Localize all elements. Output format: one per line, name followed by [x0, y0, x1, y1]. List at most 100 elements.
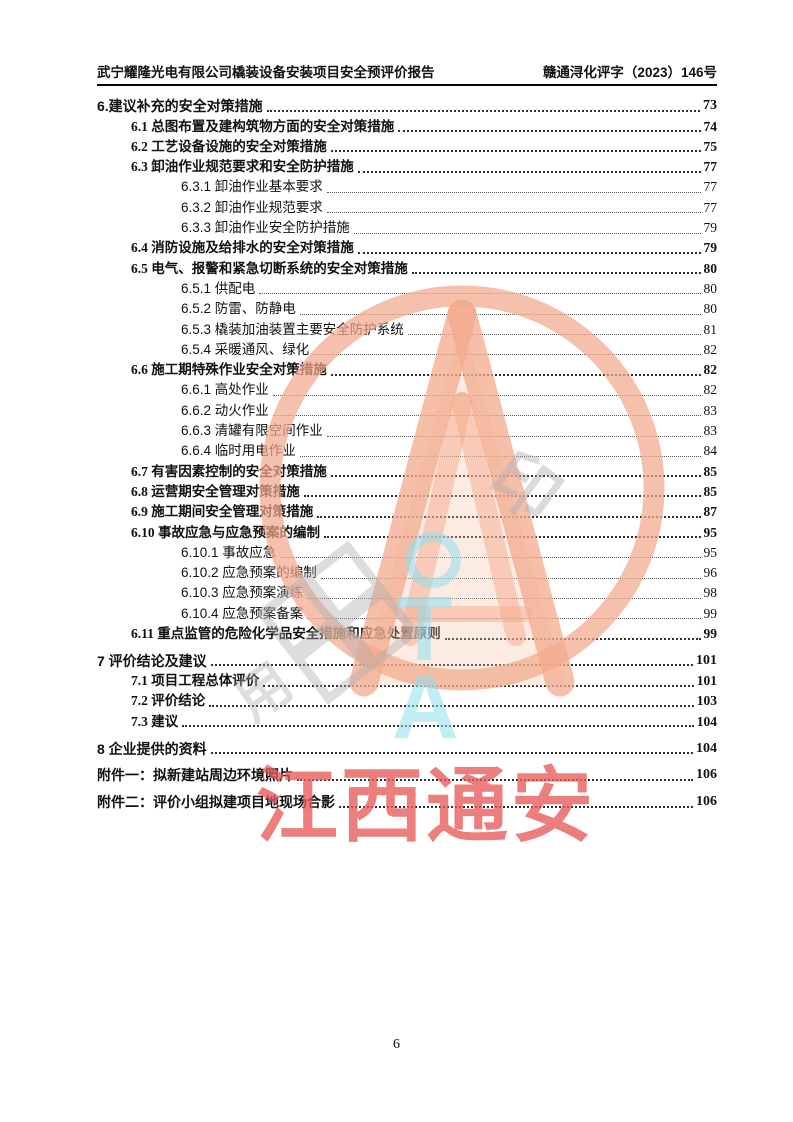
- dot-leader: [299, 313, 701, 315]
- toc-entry: 6.6 施工期特殊作业安全对策措施 82: [97, 359, 717, 379]
- dot-leader: [320, 577, 701, 579]
- toc-entry-label: 6.10.3 应急预案演练: [181, 585, 304, 601]
- toc-entry-label: 6.10.2 应急预案的编制: [181, 565, 317, 581]
- toc-entry-page: 77: [703, 199, 718, 215]
- toc-entry: 6.3.3 卸油作业安全防护措施 79: [97, 217, 717, 237]
- dot-leader: [330, 475, 701, 478]
- toc-entry: 6.10.4 应急预案备案 99: [97, 602, 717, 622]
- toc-entry-label: 6.2 工艺设备设施的安全对策措施: [131, 138, 327, 154]
- dot-leader: [299, 455, 701, 457]
- toc-entry: 7.1 项目工程总体评价 101: [97, 670, 717, 690]
- toc-entry-label: 8 企业提供的资料: [97, 740, 207, 757]
- toc-entry: 6.3.1 卸油作业基本要求 77: [97, 176, 717, 196]
- toc-entry-page: 87: [703, 504, 718, 520]
- dot-leader: [272, 394, 701, 396]
- toc-entry-label: 6.5.1 供配电: [181, 280, 256, 296]
- toc-entry-page: 96: [703, 565, 718, 581]
- toc-entry: 6.5.2 防雷、防静电 80: [97, 298, 717, 318]
- toc-entry-label: 6.6.3 清罐有限空间作业: [181, 423, 323, 439]
- dot-leader: [324, 536, 701, 539]
- toc-entry-label: 7.1 项目工程总体评价: [131, 673, 260, 689]
- dot-leader: [353, 232, 701, 234]
- toc-entry-label: 7.3 建议: [131, 713, 179, 729]
- page-number: 6: [393, 1037, 400, 1052]
- toc-entry: 6.4 消防设施及给排水的安全对策措施 79: [97, 237, 717, 257]
- dot-leader: [317, 515, 701, 518]
- dot-leader: [307, 597, 701, 599]
- toc-entry: 6.6.2 动火作业 83: [97, 399, 717, 419]
- dot-leader: [307, 618, 701, 620]
- toc-entry-page: 73: [703, 98, 717, 114]
- header-divider: [97, 84, 717, 86]
- toc-entry-page: 79: [703, 220, 718, 236]
- toc-entry-label: 6.10 事故应急与应急预案的编制: [131, 524, 320, 540]
- dot-leader: [357, 251, 701, 254]
- header-doc-number: 赣通浔化评字（2023）146号: [542, 65, 717, 80]
- toc-entry-label: 6.3.2 卸油作业规范要求: [181, 199, 323, 215]
- toc-entry-page: 83: [703, 423, 718, 439]
- toc-entry-label: 附件二：评价小组拟建项目地现场合影: [97, 794, 335, 811]
- dot-leader: [326, 435, 701, 437]
- toc-entry-label: 6.6.4 临时用电作业: [181, 443, 296, 459]
- toc-entry-label: 6.8 运营期安全管理对策措施: [131, 483, 300, 499]
- dot-leader: [182, 725, 694, 728]
- dot-leader: [407, 334, 701, 336]
- dot-leader: [326, 191, 701, 193]
- toc-entry: 6.11 重点监管的危险化学品安全措施和应急处置原则 99: [97, 623, 717, 643]
- dot-leader: [297, 778, 693, 781]
- dot-leader: [210, 752, 693, 754]
- toc-entry: 6.10.3 应急预案演练 98: [97, 582, 717, 602]
- toc-entry: 附件一：拟新建站周边环境照片 106: [97, 764, 717, 784]
- toc-entry-page: 75: [703, 138, 718, 154]
- toc-entry-page: 104: [696, 740, 717, 756]
- toc-entry-page: 85: [703, 483, 718, 499]
- toc-entry: 7.2 评价结论 103: [97, 690, 717, 710]
- toc-entry-label: 附件一：拟新建站周边环境照片: [97, 767, 293, 784]
- toc-entry: 6.2 工艺设备设施的安全对策措施 75: [97, 136, 717, 156]
- toc-entry: 6.5 电气、报警和紧急切断系统的安全对策措施 80: [97, 257, 717, 277]
- toc-entry-label: 6.11 重点监管的危险化学品安全措施和应急处置原则: [131, 626, 441, 642]
- toc-entry: 6.3 卸油作业规范要求和安全防护措施 77: [97, 156, 717, 176]
- toc-entry-label: 6.5.2 防雷、防静电: [181, 301, 296, 317]
- dot-leader: [411, 272, 701, 275]
- toc-entry-label: 6.1 总图布置及建构筑物方面的安全对策措施: [131, 118, 395, 134]
- toc-entry: 6.6.1 高处作业 82: [97, 379, 717, 399]
- dot-leader: [266, 109, 700, 112]
- toc-entry-page: 99: [703, 626, 718, 642]
- toc-entry-label: 6.5.4 采暖通风、绿化: [181, 341, 310, 357]
- toc-entry-page: 95: [703, 544, 718, 560]
- toc-entry-label: 6.3.3 卸油作业安全防护措施: [181, 220, 350, 236]
- toc-entry-label: 6.9 施工期间安全管理对策措施: [131, 504, 314, 520]
- toc-entry: 6.7 有害因素控制的安全对策措施 85: [97, 460, 717, 480]
- toc-entry-label: 6.7 有害因素控制的安全对策措施: [131, 463, 327, 479]
- dot-leader: [303, 495, 701, 498]
- toc-entry-page: 104: [696, 713, 717, 729]
- toc-entry-label: 6.建议补充的安全对策措施: [97, 98, 263, 115]
- dot-leader: [398, 130, 701, 133]
- toc-entry-page: 106: [696, 767, 717, 783]
- toc-entry-label: 6.6 施工期特殊作业安全对策措施: [131, 362, 327, 378]
- toc-entry: 6.1 总图布置及建构筑物方面的安全对策措施 74: [97, 115, 717, 135]
- toc-entry-page: 106: [696, 794, 717, 810]
- toc-entry-page: 101: [696, 652, 717, 668]
- toc-entry: 7 评价结论及建议 101: [97, 650, 717, 670]
- dot-leader: [313, 354, 701, 356]
- toc-entry: 7.3 建议 104: [97, 710, 717, 730]
- toc-entry-label: 6.10.1 事故应急: [181, 544, 277, 560]
- header-report-title: 武宁耀隆光电有限公司橇装设备安装项目安全预评价报告: [97, 65, 435, 80]
- toc-entry-label: 6.5 电气、报警和紧急切断系统的安全对策措施: [131, 260, 408, 276]
- toc-entry-page: 84: [703, 443, 718, 459]
- toc-entry: 6.10.1 事故应急 95: [97, 542, 717, 562]
- toc-entry-page: 81: [703, 321, 718, 337]
- dot-leader: [357, 170, 701, 173]
- toc-entry-label: 7 评价结论及建议: [97, 652, 207, 669]
- toc-entry: 6.5.4 采暖通风、绿化 82: [97, 339, 717, 359]
- toc-entry-page: 77: [703, 159, 718, 175]
- toc-entry-label: 6.3 卸油作业规范要求和安全防护措施: [131, 159, 354, 175]
- toc-entry: 附件二：评价小组拟建项目地现场合影 106: [97, 791, 717, 811]
- dot-leader: [210, 664, 693, 667]
- toc-entry-page: 99: [703, 605, 718, 621]
- dot-leader: [330, 373, 701, 376]
- toc-entry: 6.6.3 清罐有限空间作业 83: [97, 420, 717, 440]
- toc-entry-page: 82: [703, 382, 718, 398]
